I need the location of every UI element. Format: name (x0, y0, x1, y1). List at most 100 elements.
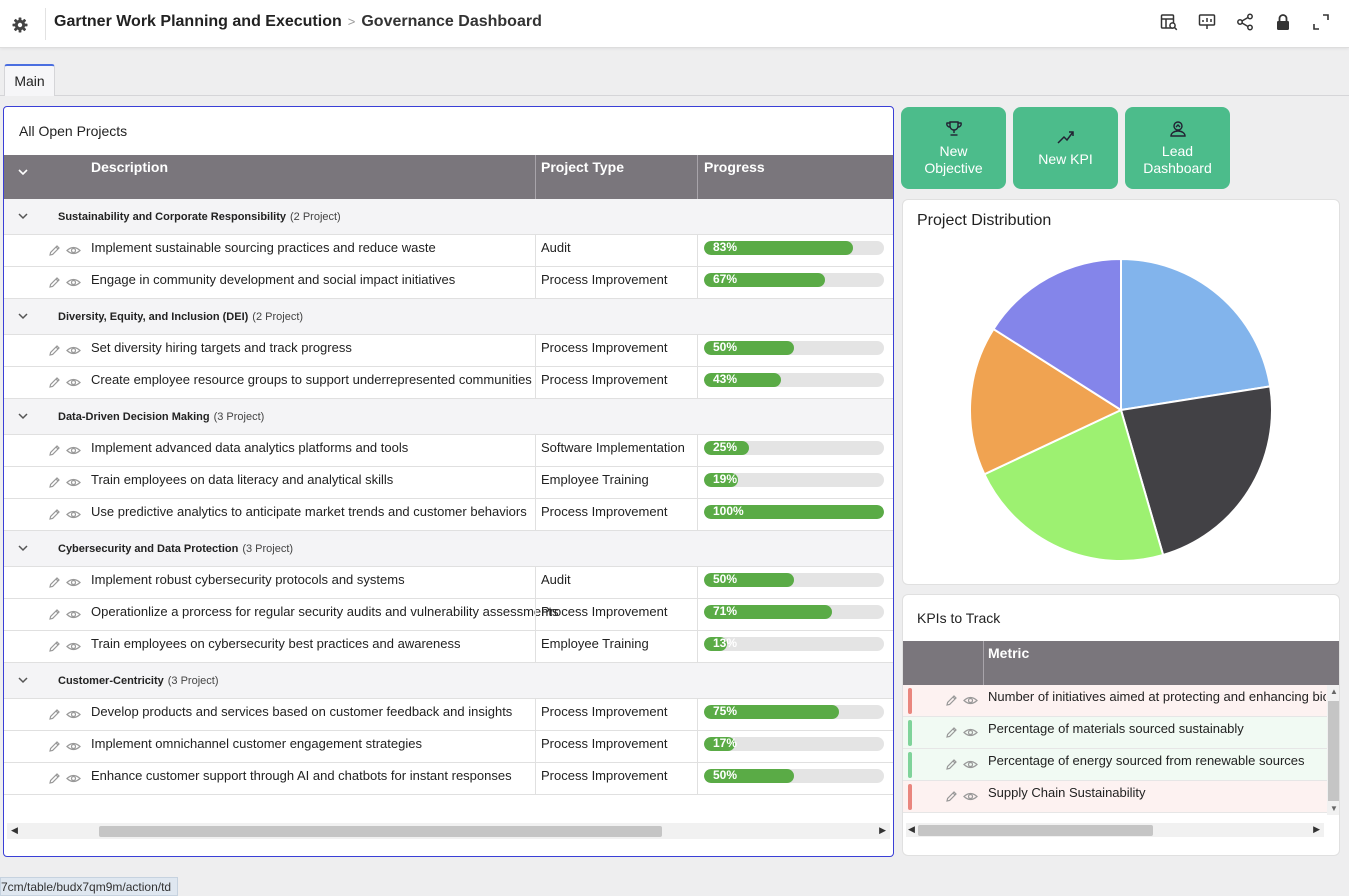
table-row[interactable]: Set diversity hiring targets and track p… (4, 335, 893, 367)
pie-slice[interactable] (1120, 257, 1272, 412)
kpi-row[interactable]: Number of initiatives aimed at protectin… (903, 685, 1339, 717)
edit-pencil-icon[interactable] (48, 344, 61, 360)
progress-fill (704, 573, 794, 587)
group-name: Sustainability and Corporate Responsibil… (58, 211, 286, 223)
gear-icon[interactable] (10, 15, 30, 35)
view-eye-icon[interactable] (66, 640, 81, 656)
edit-pencil-icon[interactable] (48, 740, 61, 756)
edit-pencil-icon[interactable] (48, 640, 61, 656)
scroll-left-arrow-icon[interactable]: ◀ (11, 825, 18, 835)
view-eye-icon[interactable] (66, 576, 81, 592)
edit-pencil-icon[interactable] (945, 758, 958, 774)
scroll-right-arrow-icon[interactable]: ▶ (1313, 824, 1320, 834)
edit-pencil-icon[interactable] (48, 508, 61, 524)
table-row[interactable]: Implement robust cybersecurity protocols… (4, 567, 893, 599)
share-icon[interactable] (1235, 12, 1255, 32)
pie-slice[interactable] (1119, 385, 1273, 557)
group-row[interactable]: Sustainability and Corporate Responsibil… (4, 199, 893, 235)
view-eye-icon[interactable] (963, 758, 978, 774)
kpi-metric-name: Percentage of energy sourced from renewa… (988, 753, 1305, 768)
group-collapse-chevron-icon[interactable] (16, 409, 30, 426)
edit-pencil-icon[interactable] (48, 608, 61, 624)
horizontal-scrollbar[interactable]: ◀ ▶ (906, 823, 1324, 837)
kpi-row[interactable]: Percentage of materials sourced sustaina… (903, 717, 1339, 749)
horizontal-scrollbar[interactable]: ◀ ▶ (7, 823, 890, 839)
edit-pencil-icon[interactable] (945, 694, 958, 710)
column-header-progress[interactable]: Progress (704, 159, 765, 175)
pie-slice[interactable] (992, 257, 1122, 412)
group-collapse-chevron-icon[interactable] (16, 673, 30, 690)
view-eye-icon[interactable] (66, 708, 81, 724)
view-eye-icon[interactable] (66, 608, 81, 624)
group-row[interactable]: Cybersecurity and Data Protection (3 Proj… (4, 531, 893, 567)
scroll-down-arrow-icon[interactable]: ▼ (1330, 804, 1338, 813)
new-objective-button[interactable]: New Objective (901, 107, 1006, 189)
presentation-icon[interactable] (1197, 12, 1217, 32)
scrollbar-thumb[interactable] (918, 825, 1153, 836)
view-eye-icon[interactable] (66, 444, 81, 460)
group-row[interactable]: Customer-Centricity (3 Project) (4, 663, 893, 699)
table-row[interactable]: Develop products and services based on c… (4, 699, 893, 731)
pie-slice[interactable] (983, 408, 1165, 562)
view-eye-icon[interactable] (66, 772, 81, 788)
view-eye-icon[interactable] (963, 726, 978, 742)
table-row[interactable]: Operationlize a prorcess for regular sec… (4, 599, 893, 631)
lock-icon[interactable] (1273, 12, 1293, 32)
group-collapse-chevron-icon[interactable] (16, 541, 30, 558)
vertical-scrollbar[interactable]: ▲ ▼ (1327, 685, 1339, 815)
new-kpi-button[interactable]: New KPI (1013, 107, 1118, 189)
edit-pencil-icon[interactable] (48, 772, 61, 788)
table-row[interactable]: Enhance customer support through AI and … (4, 763, 893, 795)
column-header-metric[interactable]: Metric (988, 645, 1030, 661)
view-eye-icon[interactable] (66, 740, 81, 756)
grid-body: Sustainability and Corporate Responsibil… (4, 199, 893, 795)
scrollbar-thumb[interactable] (99, 826, 662, 837)
view-eye-icon[interactable] (963, 790, 978, 806)
app-title[interactable]: Gartner Work Planning and Execution (54, 13, 342, 30)
view-eye-icon[interactable] (66, 244, 81, 260)
edit-pencil-icon[interactable] (48, 476, 61, 492)
group-collapse-chevron-icon[interactable] (16, 309, 30, 326)
table-row[interactable]: Use predictive analytics to anticipate m… (4, 499, 893, 531)
edit-pencil-icon[interactable] (48, 276, 61, 292)
column-header-description[interactable]: Description (91, 159, 169, 175)
pie-slice[interactable] (969, 327, 1124, 476)
group-collapse-chevron-icon[interactable] (16, 209, 30, 226)
scroll-left-arrow-icon[interactable]: ◀ (908, 824, 915, 834)
edit-pencil-icon[interactable] (48, 444, 61, 460)
kpi-row[interactable]: Supply Chain Sustainability (903, 781, 1339, 813)
edit-pencil-icon[interactable] (48, 576, 61, 592)
edit-pencil-icon[interactable] (48, 708, 61, 724)
scrollbar-thumb[interactable] (1328, 701, 1339, 801)
view-eye-icon[interactable] (66, 476, 81, 492)
row-actions (48, 476, 81, 492)
table-row[interactable]: Train employees on data literacy and ana… (4, 467, 893, 499)
view-eye-icon[interactable] (66, 344, 81, 360)
column-header-project-type[interactable]: Project Type (541, 159, 624, 175)
edit-pencil-icon[interactable] (48, 376, 61, 392)
edit-pencil-icon[interactable] (945, 790, 958, 806)
scroll-right-arrow-icon[interactable]: ▶ (879, 825, 886, 835)
table-row[interactable]: Implement omnichannel customer engagemen… (4, 731, 893, 763)
project-type: Process Improvement (541, 372, 668, 387)
table-row[interactable]: Train employees on cybersecurity best pr… (4, 631, 893, 663)
group-row[interactable]: Data-Driven Decision Making (3 Project) (4, 399, 893, 435)
view-eye-icon[interactable] (66, 276, 81, 292)
lead-dashboard-button[interactable]: Lead Dashboard (1125, 107, 1230, 189)
group-row[interactable]: Diversity, Equity, and Inclusion (DEI) (2… (4, 299, 893, 335)
view-eye-icon[interactable] (66, 376, 81, 392)
edit-pencil-icon[interactable] (945, 726, 958, 742)
table-row[interactable]: Create employee resource groups to suppo… (4, 367, 893, 399)
view-eye-icon[interactable] (66, 508, 81, 524)
report-search-icon[interactable] (1159, 12, 1179, 32)
kpi-row[interactable]: Percentage of energy sourced from renewa… (903, 749, 1339, 781)
table-row[interactable]: Engage in community development and soci… (4, 267, 893, 299)
fullscreen-icon[interactable] (1311, 12, 1331, 32)
edit-pencil-icon[interactable] (48, 244, 61, 260)
scroll-up-arrow-icon[interactable]: ▲ (1330, 687, 1338, 696)
collapse-all-chevron-icon[interactable] (16, 165, 30, 182)
table-row[interactable]: Implement sustainable sourcing practices… (4, 235, 893, 267)
view-eye-icon[interactable] (963, 694, 978, 710)
tab-main[interactable]: Main (4, 64, 55, 96)
table-row[interactable]: Implement advanced data analytics platfo… (4, 435, 893, 467)
